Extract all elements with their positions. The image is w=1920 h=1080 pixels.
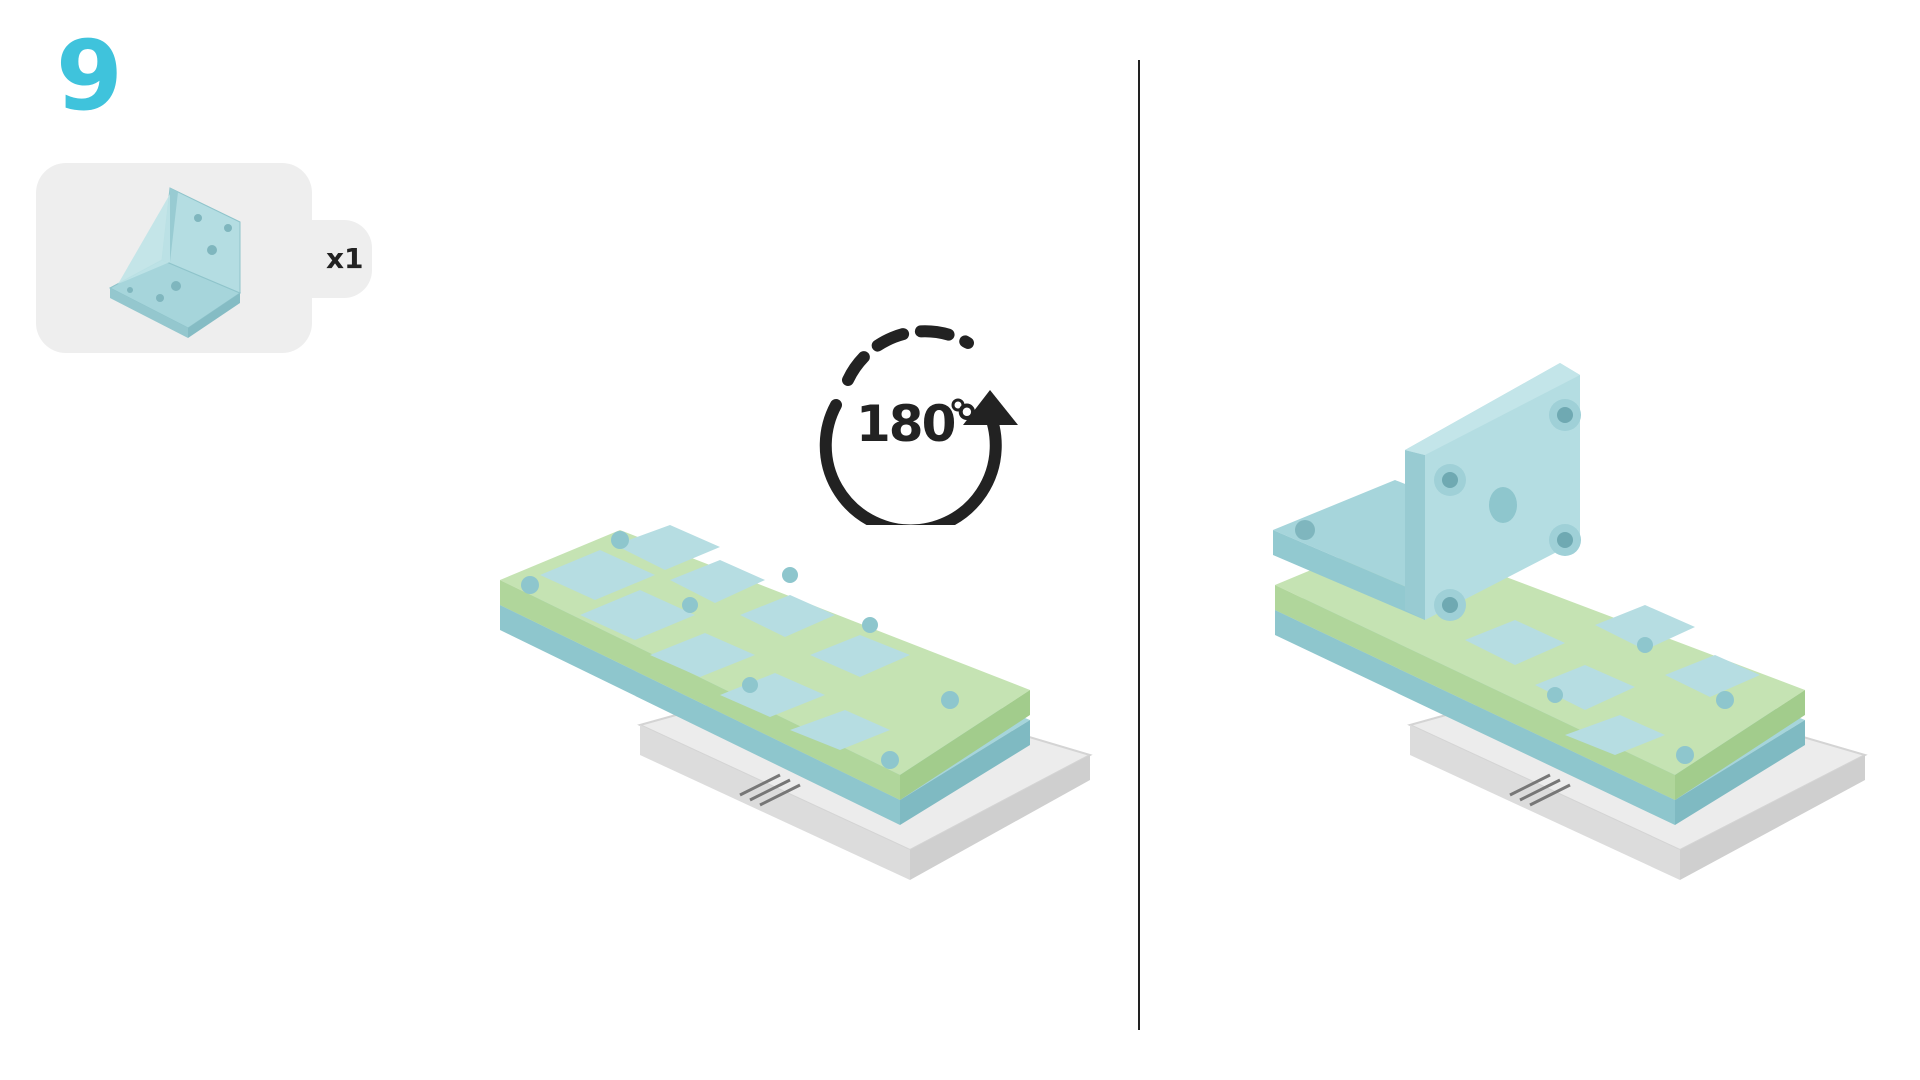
- connector-pins-right: [1509, 773, 1571, 807]
- bracket-bosses: [1434, 399, 1581, 621]
- rotation-indicator: 180°: [818, 325, 1048, 525]
- frame-holes-right: [1547, 637, 1734, 764]
- assembly-before: [500, 525, 1093, 880]
- connector-pins: [739, 773, 801, 807]
- frame-pockets: [540, 525, 910, 750]
- step-number: 9: [56, 20, 123, 132]
- assembly-after: [1273, 363, 1868, 880]
- part-quantity: x1: [326, 242, 364, 275]
- rotation-label: 180°: [856, 395, 979, 453]
- rotate-clockwise-arrow-icon: [819, 325, 1018, 525]
- frame-pockets-right: [1465, 605, 1760, 755]
- panel-divider: [1138, 60, 1140, 1030]
- frame-holes: [521, 531, 959, 769]
- l-bracket-icon: [108, 187, 242, 338]
